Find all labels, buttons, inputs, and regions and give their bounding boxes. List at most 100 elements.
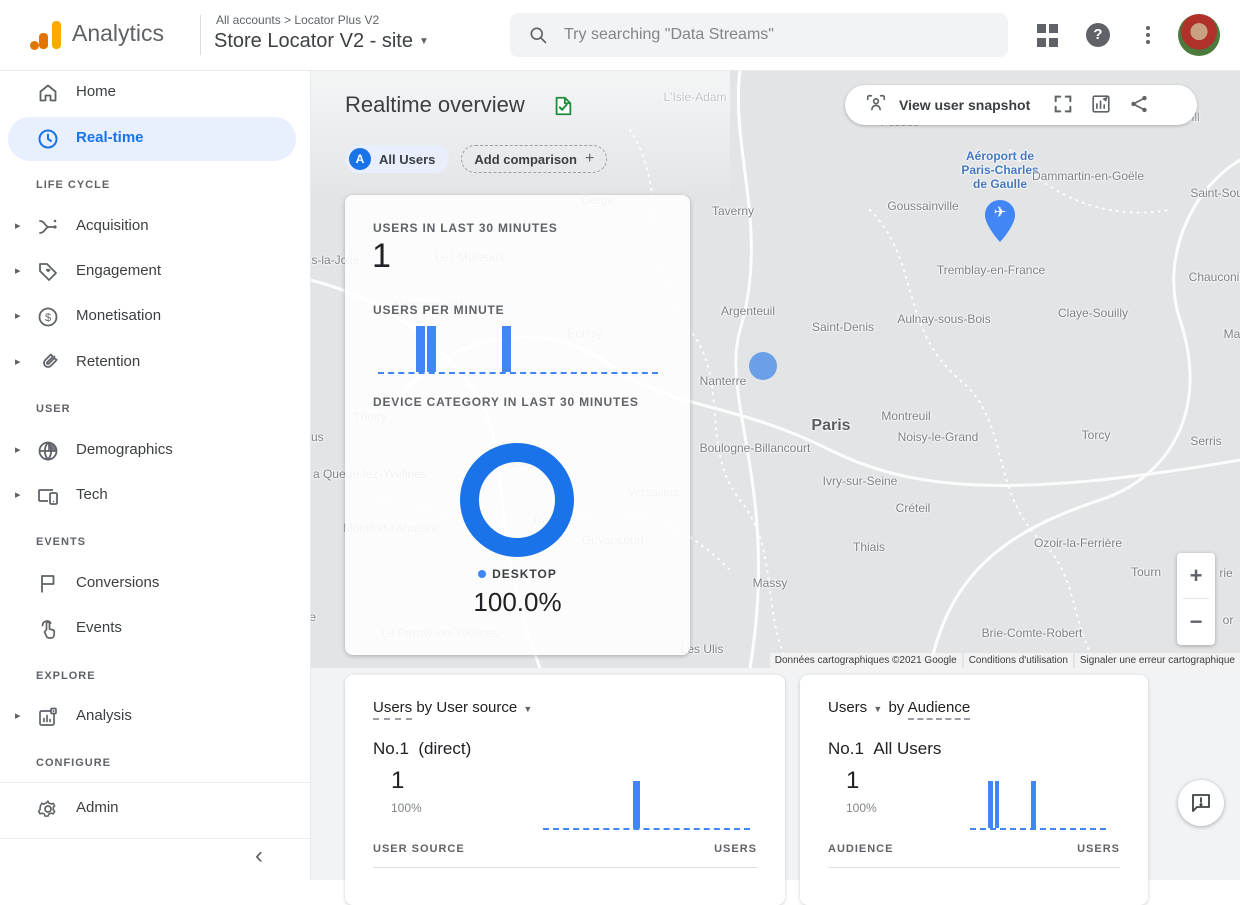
map-label: Ozoir-la-Ferrière	[1033, 536, 1123, 550]
map-attribution: Données cartographiques ©2021 Google Con…	[769, 653, 1240, 668]
card-header-dropdown[interactable]: Users by User source ▼	[373, 699, 534, 720]
map-label: erus	[310, 430, 324, 444]
analytics-logo-icon[interactable]	[30, 19, 64, 51]
sidebar-item-admin[interactable]: Admin	[0, 787, 310, 831]
share-button[interactable]	[1128, 93, 1152, 117]
help-icon[interactable]: ?	[1086, 23, 1110, 47]
map-label: Massy	[752, 576, 788, 590]
top-row-label: No.1 All Users	[828, 739, 942, 758]
device-category-label: DEVICE CATEGORY IN LAST 30 MINUTES	[373, 395, 639, 409]
airport-map-pin: ✈	[982, 198, 1018, 244]
sidebar-item-engagement[interactable]: ▸ Engagement	[0, 250, 310, 294]
map-label: Chauconir	[1188, 270, 1240, 284]
map-label: Brie-Comte-Robert	[981, 626, 1083, 640]
search-bar[interactable]	[510, 13, 1008, 57]
top-row-percent: 100%	[846, 801, 877, 815]
zoom-out-button[interactable]: −	[1189, 609, 1203, 634]
sidebar-item-analysis[interactable]: ▸ Analysis	[0, 695, 310, 739]
sidebar-section-configure: CONFIGURE	[36, 757, 111, 769]
zoom-in-button[interactable]: +	[1189, 563, 1203, 588]
realtime-user-location-dot	[749, 352, 777, 380]
plane-icon: ✈	[993, 204, 1007, 221]
comparison-chip-all-users[interactable]: A All Users	[345, 145, 450, 173]
expand-icon[interactable]: ▸	[15, 265, 21, 277]
sidebar-item-realtime[interactable]: Real-time	[0, 117, 310, 161]
sidebar-item-events[interactable]: Events	[0, 607, 310, 651]
map-label: Montreuil	[881, 409, 931, 423]
breadcrumb: All accounts > Locator Plus V2	[216, 13, 379, 27]
sidebar-item-demographics[interactable]: ▸ Demographics	[0, 429, 310, 473]
sidebar-section-life-cycle: LIFE CYCLE	[36, 179, 111, 191]
breadcrumb-separator: >	[284, 13, 292, 27]
map-label: de Gaulle	[972, 177, 1028, 191]
clock-icon	[36, 127, 60, 151]
view-user-snapshot-button[interactable]: View user snapshot	[899, 97, 1031, 113]
donut-legend: DESKTOP	[345, 567, 690, 581]
map-label: Noisy-le-Grand	[897, 430, 979, 444]
map-label: Paris-Charles	[961, 163, 1039, 177]
app-header: Analytics All accounts > Locator Plus V2…	[0, 0, 1240, 71]
users-per-minute-chart	[378, 326, 658, 374]
map-label: Nanterre	[699, 374, 747, 388]
sidebar-section-explore: EXPLORE	[36, 670, 96, 682]
expand-icon[interactable]: ▸	[15, 356, 21, 368]
map-label: Taverny	[711, 204, 755, 218]
top-row-value: 1	[391, 767, 405, 794]
expand-icon[interactable]: ▸	[15, 489, 21, 501]
sidebar-divider	[0, 782, 310, 783]
apps-grid-icon[interactable]	[1036, 23, 1062, 49]
devices-icon	[36, 484, 60, 508]
fullscreen-button[interactable]	[1052, 93, 1076, 117]
map-label: Goussainville	[887, 199, 959, 213]
gear-icon	[36, 797, 60, 821]
more-menu-icon[interactable]	[1136, 23, 1160, 47]
comparison-label: All Users	[379, 151, 436, 167]
map-label: or	[1222, 613, 1234, 627]
map-label: rie	[1219, 566, 1233, 580]
map-label: Aulnay-sous-Bois	[897, 312, 991, 326]
map-report-error-link[interactable]: Signaler une erreur cartographique	[1074, 653, 1240, 668]
sidebar-item-conversions[interactable]: Conversions	[0, 562, 310, 606]
zoom-divider	[1183, 598, 1209, 599]
user-snapshot-icon	[865, 93, 889, 117]
chevron-down-icon: ▼	[523, 704, 533, 714]
expand-icon[interactable]: ▸	[15, 220, 21, 232]
breadcrumb-account[interactable]: Locator Plus V2	[294, 13, 380, 27]
map-label: Argenteuil	[720, 304, 776, 318]
expand-icon[interactable]: ▸	[15, 444, 21, 456]
comparison-badge: A	[349, 148, 371, 170]
page-title: Realtime overview	[345, 92, 525, 117]
add-comparison-button[interactable]: Add comparison +	[461, 145, 608, 173]
ga-realtime-page: { "icons": {"expand":"▸","caret":"▼","pl…	[0, 0, 1240, 880]
sidebar-item-tech[interactable]: ▸ Tech	[0, 474, 310, 518]
sidebar-item-acquisition[interactable]: ▸ Acquisition	[0, 205, 310, 249]
expand-icon[interactable]: ▸	[15, 710, 21, 722]
property-selector[interactable]: Store Locator V2 - site ▼	[214, 30, 429, 52]
home-icon	[36, 81, 60, 105]
expand-icon[interactable]: ▸	[15, 310, 21, 322]
card-header-dropdown[interactable]: Users ▼ by Audience	[828, 699, 971, 720]
sidebar-item-home[interactable]: Home	[0, 71, 310, 115]
breadcrumb-all-accounts[interactable]: All accounts	[216, 13, 281, 27]
svg-text:$: $	[45, 312, 51, 324]
map-terms-link[interactable]: Conditions d'utilisation	[963, 653, 1073, 668]
collapse-sidebar-button[interactable]: ‹	[255, 842, 263, 869]
top-row-label: No.1 (direct)	[373, 739, 472, 758]
map-label: Claye-Souilly	[1057, 306, 1129, 320]
chevron-down-icon: ▼	[418, 36, 429, 48]
map-label: Dammartin-en-Goële	[1031, 169, 1145, 183]
insights-button[interactable]	[1090, 93, 1114, 117]
realtime-summary-card: USERS IN LAST 30 MINUTES 1 USERS PER MIN…	[345, 195, 690, 655]
map-toolbar: View user snapshot	[845, 85, 1197, 125]
feedback-button[interactable]	[1178, 780, 1224, 826]
plus-icon: +	[584, 150, 595, 167]
legend-dot	[478, 570, 487, 578]
realtime-status-icon	[552, 94, 574, 123]
sidebar-item-monetisation[interactable]: ▸ $ Monetisation	[0, 295, 310, 339]
avatar[interactable]	[1178, 14, 1220, 56]
search-input[interactable]	[562, 25, 966, 45]
sidebar-section-user: USER	[36, 403, 71, 415]
map-label: Tremblay-en-France	[936, 263, 1046, 277]
source-sparkline	[543, 781, 750, 830]
sidebar-item-retention[interactable]: ▸ Retention	[0, 341, 310, 385]
